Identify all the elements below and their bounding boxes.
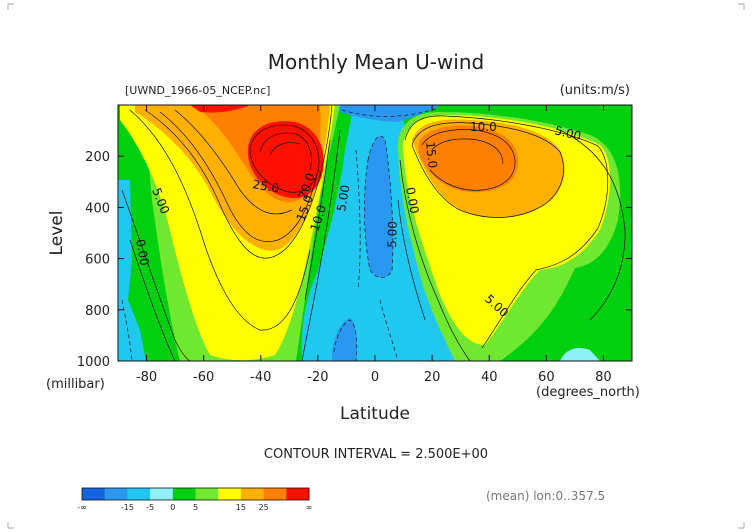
colorbar-swatch [104, 488, 128, 500]
contour-interval-label: CONTOUR INTERVAL = 2.500E+00 [264, 447, 488, 462]
x-tick-label: 80 [595, 370, 612, 385]
chart-title: Monthly Mean U-wind [268, 50, 484, 74]
colorbar-label: 0 [170, 503, 175, 512]
contour-lines-dashed [121, 107, 439, 361]
colorbar-swatch [218, 488, 242, 500]
colorbar-swatch [263, 488, 287, 500]
colorbar-label: -∞ [77, 503, 87, 512]
colorbar-label: -5 [146, 503, 154, 512]
x-axis: -80 -60 -40 -20 0 20 40 60 80 [136, 105, 612, 385]
contour-label: 5.00 [385, 221, 400, 248]
colorbar: -∞ -15 -5 0 5 15 25 ∞ [77, 487, 313, 512]
contour-label: 5.00 [553, 123, 582, 143]
contour-lines [121, 105, 626, 361]
x-tick-label: -20 [307, 370, 328, 385]
band-red-south-top [190, 105, 250, 113]
units-label: (units:m/s) [560, 83, 630, 98]
colorbar-swatch [172, 488, 196, 500]
band-blue-top [340, 105, 440, 122]
x-tick-label: -80 [136, 370, 157, 385]
colorbar-swatch [150, 488, 174, 500]
y-tick-label: 600 [85, 253, 110, 268]
contour-plot: 5.00 0.00 25.0 20.0 15.0 10.0 5.00 0.00 … [118, 105, 632, 361]
x-tick-label: 40 [481, 370, 498, 385]
y-tick-label: 200 [85, 150, 110, 165]
y-tick-label: 1000 [77, 355, 110, 370]
colorbar-label: ∞ [306, 503, 313, 512]
y-tick-label: 400 [85, 201, 110, 216]
colorbar-label: 5 [193, 503, 198, 512]
x-tick-label: -40 [250, 370, 271, 385]
colorbar-label: 15 [236, 503, 246, 512]
corner-marks [7, 3, 745, 529]
x-tick-label: 20 [424, 370, 441, 385]
contour-label: 5.00 [334, 184, 352, 213]
y-axis: 200 400 600 800 1000 [77, 150, 632, 370]
contour-label: 10.0 [470, 120, 497, 134]
y-axis-title: Level [47, 211, 67, 256]
x-tick-label: -60 [193, 370, 214, 385]
file-label: [UWND_1966-05_NCEP.nc] [125, 84, 270, 97]
x-axis-title: Latitude [340, 404, 410, 424]
footer-mean-label: (mean) lon:0..357.5 [486, 489, 605, 503]
colorbar-label: 25 [259, 503, 269, 512]
x-units-label: (degrees_north) [536, 385, 640, 400]
x-tick-label: 0 [371, 370, 379, 385]
band-blue-equator [364, 136, 393, 278]
colorbar-swatch [240, 488, 265, 500]
colorbar-frame [81, 487, 310, 501]
colorbar-swatch [127, 488, 151, 500]
colorbar-label: -15 [121, 503, 134, 512]
colorbar-swatch [82, 488, 106, 500]
y-tick-label: 800 [85, 304, 110, 319]
y-units-label: (millibar) [46, 377, 105, 392]
colorbar-swatch [286, 488, 310, 500]
contour-label: 15.0 [423, 141, 440, 169]
contour-label: 0.00 [403, 186, 421, 215]
band-blue-sfc [332, 318, 357, 361]
x-tick-label: 60 [538, 370, 555, 385]
contour-label: 0.00 [133, 238, 151, 267]
colorbar-swatch [195, 488, 219, 500]
contour-label: 25.0 [251, 177, 280, 195]
band-lightcyan-north [560, 348, 600, 361]
